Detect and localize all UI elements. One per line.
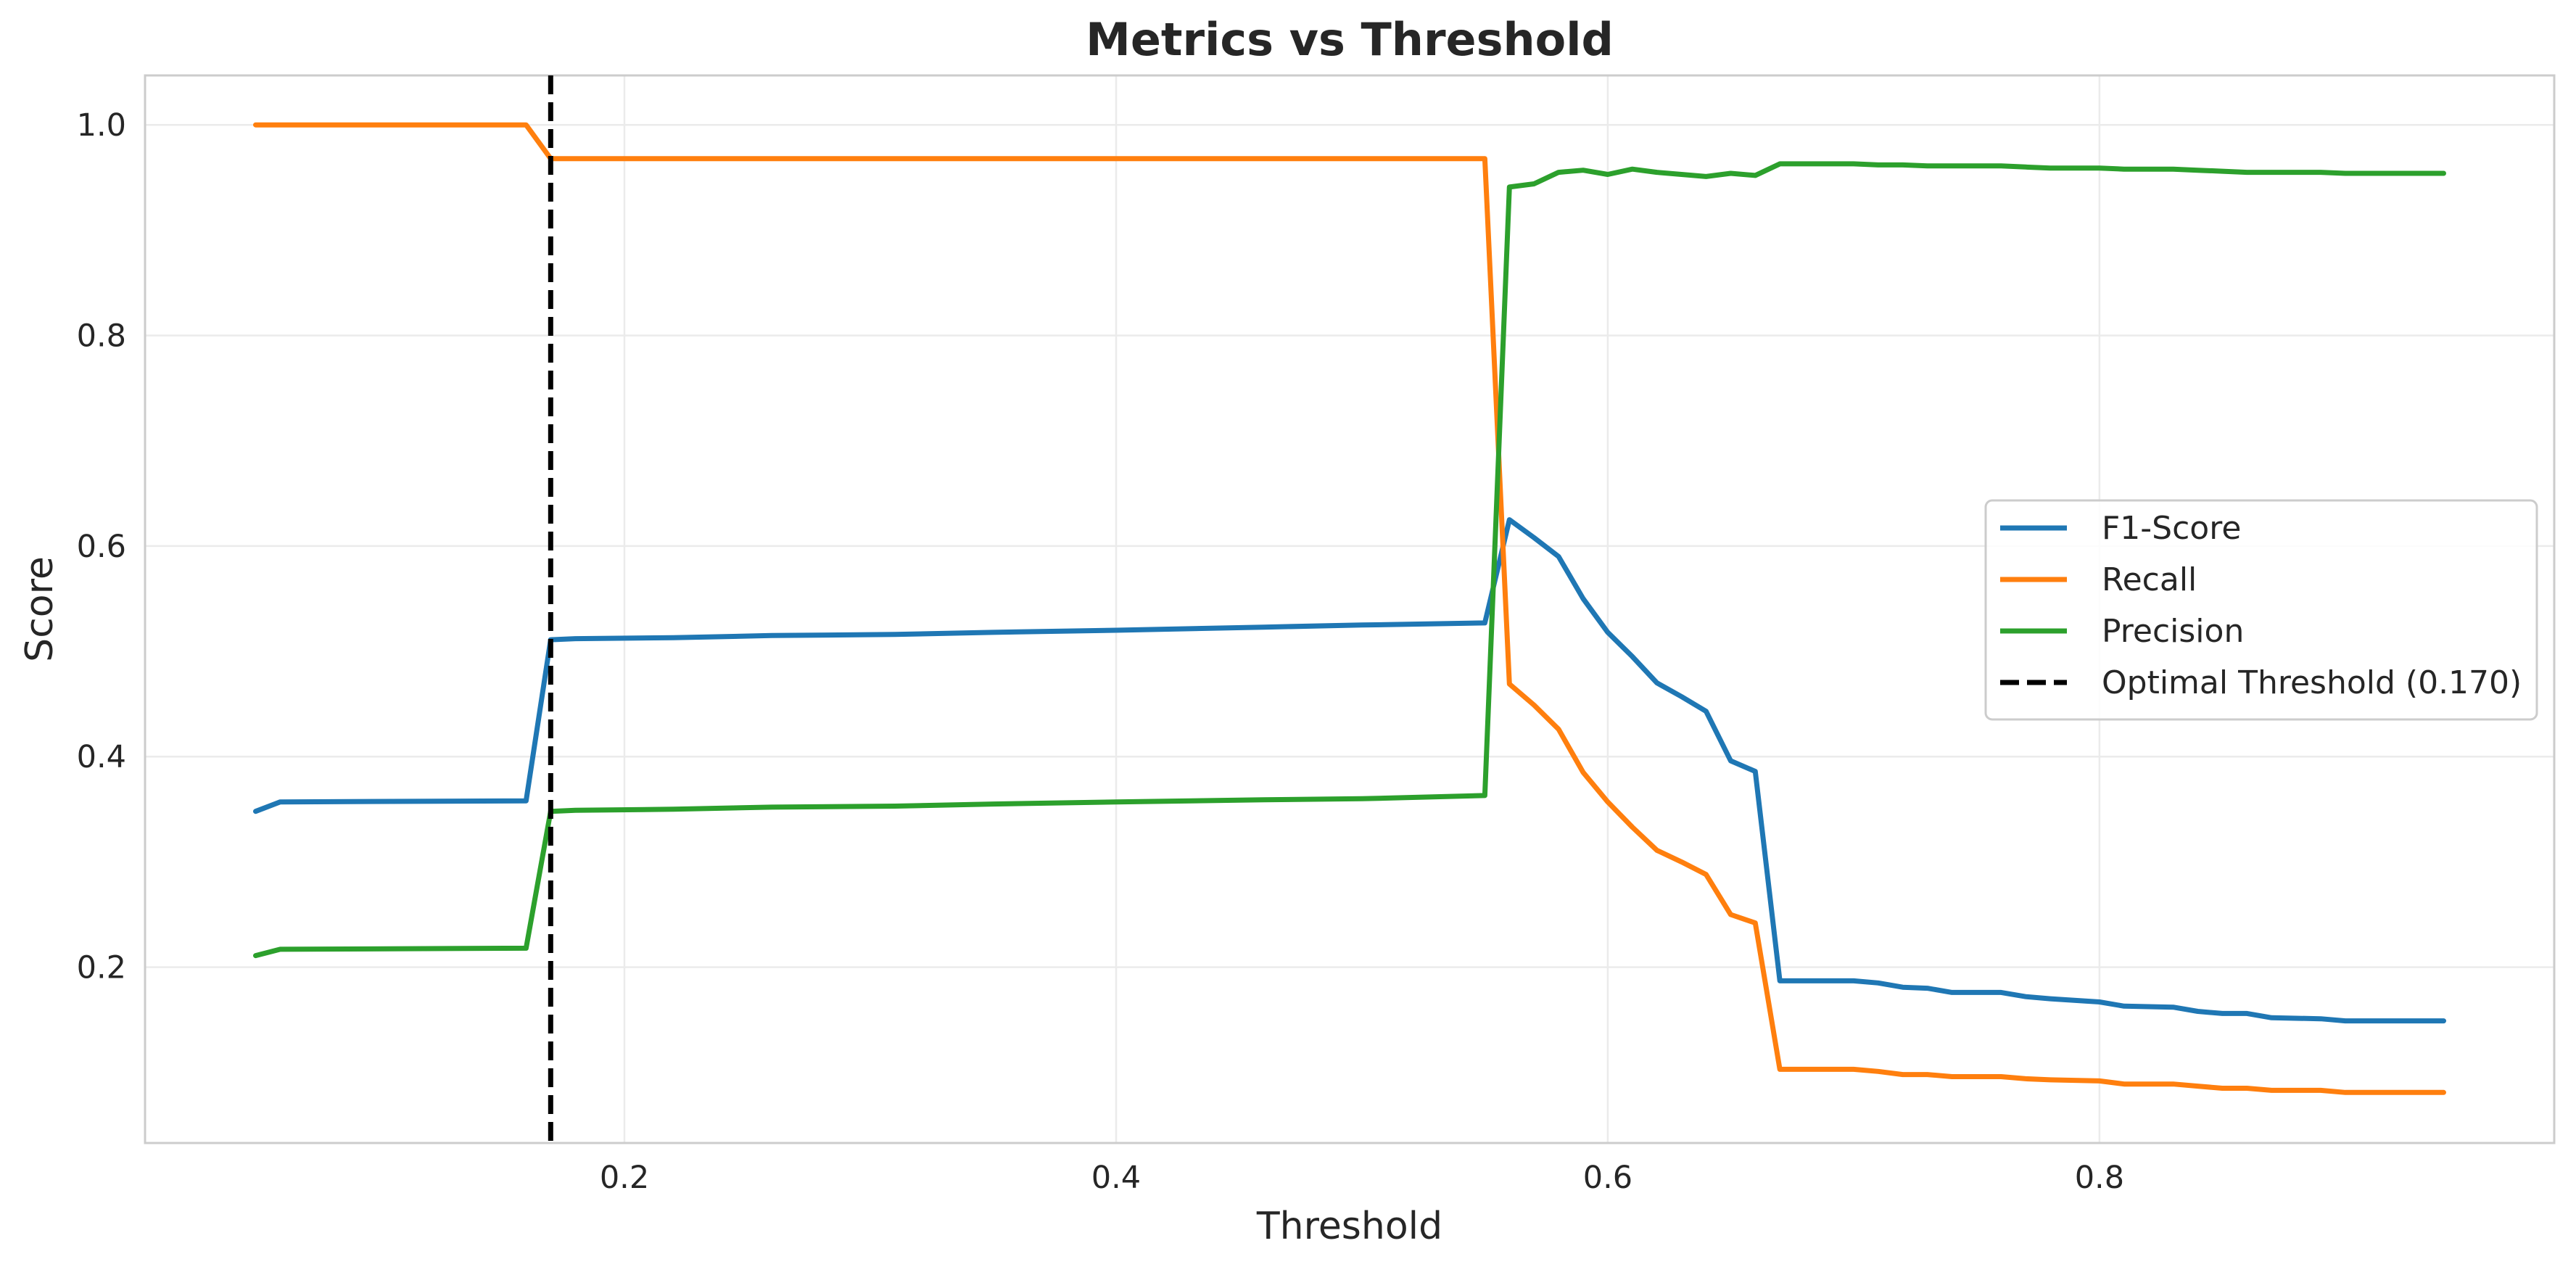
x-tick-label: 0.8: [2075, 1160, 2124, 1196]
series-lines: [253, 75, 2446, 1143]
y-tick-label: 1.0: [77, 107, 126, 144]
y-tick-label: 0.6: [77, 529, 126, 565]
legend-label-optimal-threshold-0-170: Optimal Threshold (0.170): [2102, 664, 2522, 701]
x-tick-label: 0.6: [1583, 1160, 1632, 1196]
series-line-recall: [253, 122, 2446, 1095]
legend-label-recall: Recall: [2102, 561, 2197, 598]
y-tick-label: 0.2: [77, 950, 126, 986]
tick-labels: 0.2 0.4 0.6 0.8 0.2 0.4 0.6 0.8 1.0: [77, 107, 2124, 1196]
series-line-precision: [253, 161, 2446, 959]
legend: F1-Score Recall Precision Optimal Threshold…: [1984, 499, 2538, 721]
series-line-f1-score: [253, 517, 2446, 1024]
x-tick-label: 0.2: [600, 1160, 649, 1196]
x-tick-label: 0.4: [1091, 1160, 1141, 1196]
y-tick-label: 0.8: [77, 318, 126, 355]
plot-frame: [144, 74, 2556, 1144]
legend-box: [1984, 499, 2538, 721]
legend-label-f1-score: F1-Score: [2102, 510, 2241, 547]
x-axis-label: Threshold: [1256, 1205, 1442, 1248]
y-axis-label: Score: [18, 556, 62, 662]
y-tick-label: 0.4: [77, 739, 126, 775]
chart-title: Metrics vs Threshold: [1086, 13, 1614, 66]
legend-label-precision: Precision: [2102, 613, 2244, 650]
